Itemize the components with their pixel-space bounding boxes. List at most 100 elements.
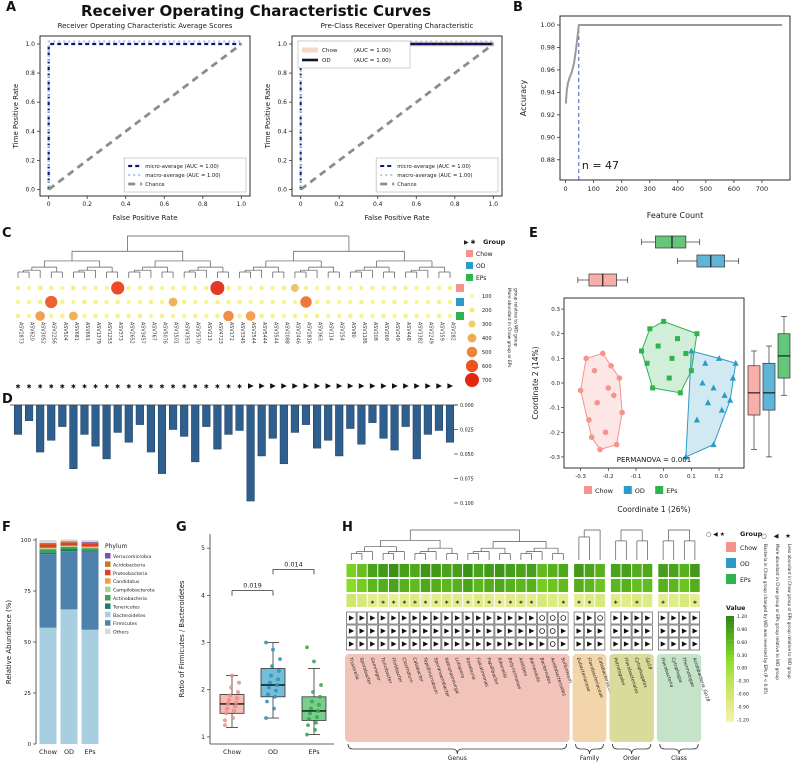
svg-text:*: * [530,600,534,608]
svg-text:*: * [413,600,417,608]
panel-label-h: H [342,520,353,535]
svg-text:○ ◀ ★: ○ ◀ ★ [706,531,725,538]
svg-text:*: * [614,600,618,608]
svg-text:75: 75 [24,589,31,595]
svg-text:▶ ✱: ▶ ✱ [464,239,476,246]
svg-text:ASV3544: ASV3544 [272,322,278,344]
svg-text:ASV2873: ASV2873 [18,322,24,344]
svg-text:ASV767: ASV767 [150,322,156,341]
svg-text:ASV2256: ASV2256 [51,322,57,344]
svg-text:Feature Count: Feature Count [647,211,704,220]
svg-text:✱: ✱ [137,383,142,390]
svg-text:More abundant in Chow group or: More abundant in Chow group or EPs group… [775,544,780,680]
svg-text:0.90: 0.90 [541,133,555,141]
svg-text:*: * [508,600,512,608]
svg-text:Receiver Operating Characteris: Receiver Operating Characteristic Averag… [58,22,233,30]
svg-text:2: 2 [201,687,205,694]
svg-text:✱: ✱ [193,383,198,390]
svg-text:0.1: 0.1 [551,356,560,362]
svg-text:0.0: 0.0 [277,186,287,193]
svg-text:*: * [561,600,565,608]
svg-text:700: 700 [482,378,492,384]
svg-text:✱: ✱ [204,383,209,390]
svg-text:*: * [466,600,470,608]
svg-text:Firmicutes: Firmicutes [113,621,138,627]
svg-text:-0.1: -0.1 [549,406,560,412]
svg-text:ASV4353: ASV4353 [184,322,190,344]
svg-text:Time Positive Rate: Time Positive Rate [264,84,272,150]
svg-text:✱: ✱ [60,383,65,390]
svg-text:-0.30: -0.30 [737,679,749,685]
svg-text:0.1: 0.1 [687,474,696,480]
svg-text:✱: ✱ [115,383,120,390]
svg-text:Group: Group [740,530,763,538]
svg-text:✱: ✱ [93,383,98,390]
svg-text:0.000: 0.000 [460,403,474,409]
svg-text:3: 3 [201,640,205,647]
svg-text:100: 100 [587,185,599,193]
svg-text:ASV2652: ASV2652 [128,322,134,344]
svg-text:Chance: Chance [397,182,416,188]
svg-text:*: * [402,600,406,608]
svg-text:*: * [434,600,438,608]
svg-text:200: 200 [615,185,627,193]
svg-text:Chow: Chow [740,545,757,552]
svg-text:0.00: 0.00 [737,666,747,672]
svg-text:0: 0 [299,201,303,208]
svg-text:Accuracy: Accuracy [519,79,528,116]
svg-text:Phylum: Phylum [105,543,127,550]
svg-text:ASV3457: ASV3457 [139,322,145,344]
svg-text:Chance: Chance [145,182,164,188]
svg-text:ASV282: ASV282 [450,322,456,341]
svg-text:0.90: 0.90 [737,627,747,633]
svg-text:0.8: 0.8 [450,201,460,208]
svg-text:✱: ✱ [159,383,164,390]
svg-text:False Positive Rate: False Positive Rate [364,214,429,222]
svg-text:Actinobacteria: Actinobacteria [113,596,147,602]
svg-text:4: 4 [201,592,205,599]
svg-text:ASV159: ASV159 [438,322,444,341]
svg-text:(AUC = 1.00): (AUC = 1.00) [354,48,391,54]
svg-text:✱: ✱ [148,383,153,390]
svg-text:0.100: 0.100 [460,501,474,507]
svg-text:0.3: 0.3 [551,307,560,313]
figure-title: Receiver Operating Characteristic Curves [80,2,432,20]
svg-text:0.4: 0.4 [121,201,131,208]
svg-text:0.98: 0.98 [541,43,555,51]
svg-text:ASV4723: ASV4723 [217,322,223,344]
svg-text:0: 0 [28,742,32,748]
svg-text:500: 500 [482,350,492,356]
svg-text:0.4: 0.4 [373,201,383,208]
svg-text:ASV208: ASV208 [372,322,378,341]
svg-text:25: 25 [24,691,31,697]
svg-text:*: * [445,600,449,608]
svg-text:*: * [577,600,581,608]
svg-text:Tenericutes: Tenericutes [112,604,140,610]
svg-text:600: 600 [728,185,740,193]
svg-text:ASV2088: ASV2088 [283,322,289,344]
svg-text:ASV80: ASV80 [350,322,356,338]
svg-text:0.4: 0.4 [25,128,35,135]
svg-text:ASV2446: ASV2446 [294,322,300,344]
svg-text:ASV2816: ASV2816 [306,322,312,344]
svg-text:*: * [635,600,639,608]
svg-text:0.2: 0.2 [551,332,560,338]
svg-text:0.2: 0.2 [82,201,92,208]
svg-text:ASV172: ASV172 [228,322,234,341]
asv-importance-bar-chart: 0.000 0.025 0.050 0.075 0.100 [10,403,474,507]
svg-text:ASV363: ASV363 [317,322,323,341]
svg-text:EPs: EPs [740,577,751,584]
svg-text:Coordinate 1 (26%): Coordinate 1 (26%) [617,505,690,514]
svg-text:0.6: 0.6 [411,201,421,208]
svg-text:○: ○ [761,532,767,540]
svg-text:✱: ✱ [104,383,109,390]
svg-text:✱: ✱ [49,383,54,390]
svg-text:-0.1: -0.1 [631,474,642,480]
svg-text:200: 200 [482,308,492,314]
svg-text:Time Positive Rate: Time Positive Rate [12,84,20,150]
panel-label-a: A [6,0,17,15]
svg-text:ASV3052: ASV3052 [40,322,46,344]
svg-text:Verrucomicrobia: Verrucomicrobia [113,554,151,560]
svg-text:0.6: 0.6 [277,99,287,106]
svg-text:-0.3: -0.3 [575,474,586,480]
